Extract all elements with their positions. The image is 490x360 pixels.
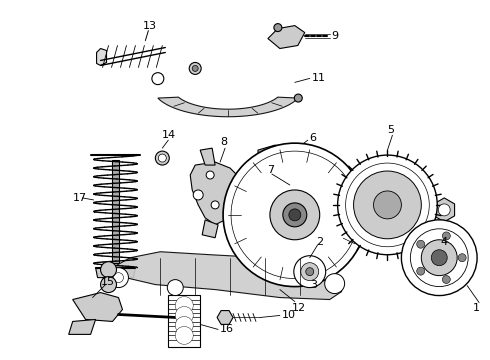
Text: 15: 15 — [100, 276, 115, 287]
Circle shape — [167, 280, 183, 296]
Polygon shape — [202, 220, 218, 238]
Text: 13: 13 — [143, 21, 156, 31]
Text: 17: 17 — [73, 193, 87, 203]
Circle shape — [421, 240, 457, 276]
Circle shape — [306, 268, 314, 276]
Circle shape — [175, 297, 193, 315]
Circle shape — [179, 320, 189, 330]
Polygon shape — [97, 49, 106, 66]
Text: 11: 11 — [312, 73, 326, 84]
Text: 14: 14 — [162, 130, 176, 140]
Circle shape — [114, 273, 123, 283]
Circle shape — [211, 201, 219, 209]
Polygon shape — [158, 97, 298, 117]
Polygon shape — [434, 198, 455, 222]
Circle shape — [175, 316, 193, 334]
Circle shape — [100, 262, 117, 278]
Polygon shape — [200, 148, 215, 165]
Circle shape — [206, 171, 214, 179]
Polygon shape — [112, 160, 120, 263]
Circle shape — [175, 327, 193, 345]
Text: 1: 1 — [473, 302, 480, 312]
Polygon shape — [168, 294, 200, 347]
Circle shape — [458, 254, 466, 262]
Circle shape — [442, 275, 450, 283]
Polygon shape — [268, 26, 305, 49]
Text: 10: 10 — [282, 310, 296, 320]
Circle shape — [100, 276, 117, 293]
Circle shape — [179, 301, 189, 310]
Circle shape — [373, 191, 401, 219]
Circle shape — [108, 268, 128, 288]
Circle shape — [294, 256, 326, 288]
Circle shape — [416, 267, 425, 275]
Circle shape — [158, 154, 166, 162]
Text: 8: 8 — [220, 137, 227, 147]
Circle shape — [189, 62, 201, 75]
Circle shape — [416, 240, 425, 248]
Circle shape — [301, 263, 318, 280]
Polygon shape — [73, 293, 122, 321]
Circle shape — [231, 151, 359, 279]
Circle shape — [338, 155, 437, 255]
Text: 9: 9 — [332, 31, 339, 41]
Text: 7: 7 — [267, 165, 274, 175]
Polygon shape — [217, 311, 233, 324]
Text: 6: 6 — [310, 133, 317, 143]
Circle shape — [401, 220, 477, 296]
Circle shape — [270, 190, 319, 240]
Circle shape — [152, 73, 164, 85]
Polygon shape — [69, 319, 96, 334]
Text: 12: 12 — [292, 302, 306, 312]
Circle shape — [274, 24, 282, 32]
Circle shape — [175, 306, 193, 324]
Circle shape — [192, 66, 198, 71]
Circle shape — [179, 310, 189, 320]
Text: 4: 4 — [440, 237, 447, 247]
Circle shape — [410, 229, 468, 287]
Circle shape — [442, 232, 450, 240]
Circle shape — [345, 163, 429, 247]
Circle shape — [179, 330, 189, 340]
Polygon shape — [96, 268, 135, 278]
Circle shape — [155, 151, 169, 165]
Text: 3: 3 — [310, 280, 317, 289]
Circle shape — [294, 94, 302, 102]
Circle shape — [354, 171, 421, 239]
Circle shape — [193, 190, 203, 200]
Circle shape — [325, 274, 344, 293]
Polygon shape — [108, 252, 342, 300]
Text: 5: 5 — [388, 125, 394, 135]
Circle shape — [289, 209, 301, 221]
Circle shape — [283, 203, 307, 227]
Circle shape — [223, 143, 367, 287]
Polygon shape — [190, 162, 242, 225]
Text: 2: 2 — [316, 237, 323, 247]
Circle shape — [431, 250, 447, 266]
Circle shape — [438, 204, 450, 216]
Text: 16: 16 — [220, 324, 234, 334]
Polygon shape — [258, 145, 310, 195]
